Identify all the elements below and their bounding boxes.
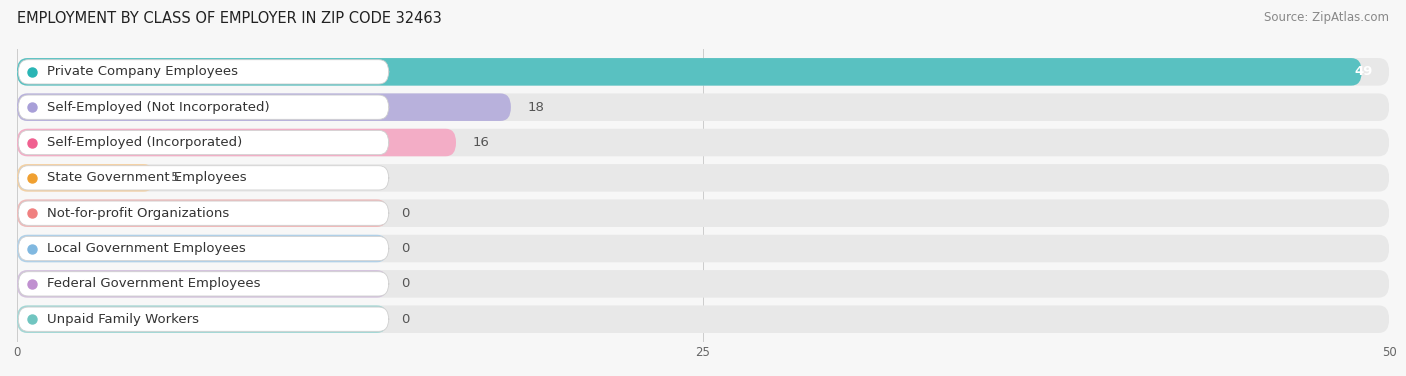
FancyBboxPatch shape [17, 129, 1389, 156]
FancyBboxPatch shape [18, 307, 388, 331]
FancyBboxPatch shape [18, 166, 388, 190]
Text: Federal Government Employees: Federal Government Employees [46, 277, 260, 290]
FancyBboxPatch shape [17, 93, 510, 121]
Text: State Government Employees: State Government Employees [46, 171, 246, 184]
FancyBboxPatch shape [17, 58, 1361, 86]
Text: 0: 0 [401, 277, 409, 290]
FancyBboxPatch shape [18, 237, 388, 261]
Text: 0: 0 [401, 207, 409, 220]
FancyBboxPatch shape [17, 164, 155, 192]
FancyBboxPatch shape [18, 95, 388, 119]
FancyBboxPatch shape [17, 270, 1389, 298]
Text: 0: 0 [401, 313, 409, 326]
FancyBboxPatch shape [17, 199, 1389, 227]
FancyBboxPatch shape [18, 130, 388, 155]
FancyBboxPatch shape [18, 201, 388, 225]
FancyBboxPatch shape [17, 305, 1389, 333]
Text: 18: 18 [527, 101, 544, 114]
FancyBboxPatch shape [17, 58, 1389, 86]
FancyBboxPatch shape [18, 60, 388, 84]
Text: 0: 0 [401, 242, 409, 255]
Text: Local Government Employees: Local Government Employees [46, 242, 246, 255]
Text: 49: 49 [1354, 65, 1372, 78]
Text: 16: 16 [472, 136, 489, 149]
FancyBboxPatch shape [17, 305, 388, 333]
FancyBboxPatch shape [17, 199, 388, 227]
Text: 5: 5 [170, 171, 179, 184]
FancyBboxPatch shape [17, 93, 1389, 121]
Text: Not-for-profit Organizations: Not-for-profit Organizations [46, 207, 229, 220]
Text: Private Company Employees: Private Company Employees [46, 65, 238, 78]
Text: Source: ZipAtlas.com: Source: ZipAtlas.com [1264, 11, 1389, 24]
FancyBboxPatch shape [17, 270, 388, 298]
Text: Self-Employed (Not Incorporated): Self-Employed (Not Incorporated) [46, 101, 270, 114]
FancyBboxPatch shape [18, 272, 388, 296]
Text: EMPLOYMENT BY CLASS OF EMPLOYER IN ZIP CODE 32463: EMPLOYMENT BY CLASS OF EMPLOYER IN ZIP C… [17, 11, 441, 26]
Text: Unpaid Family Workers: Unpaid Family Workers [46, 313, 200, 326]
FancyBboxPatch shape [17, 235, 1389, 262]
FancyBboxPatch shape [17, 129, 456, 156]
FancyBboxPatch shape [17, 235, 388, 262]
FancyBboxPatch shape [17, 164, 1389, 192]
Text: Self-Employed (Incorporated): Self-Employed (Incorporated) [46, 136, 242, 149]
